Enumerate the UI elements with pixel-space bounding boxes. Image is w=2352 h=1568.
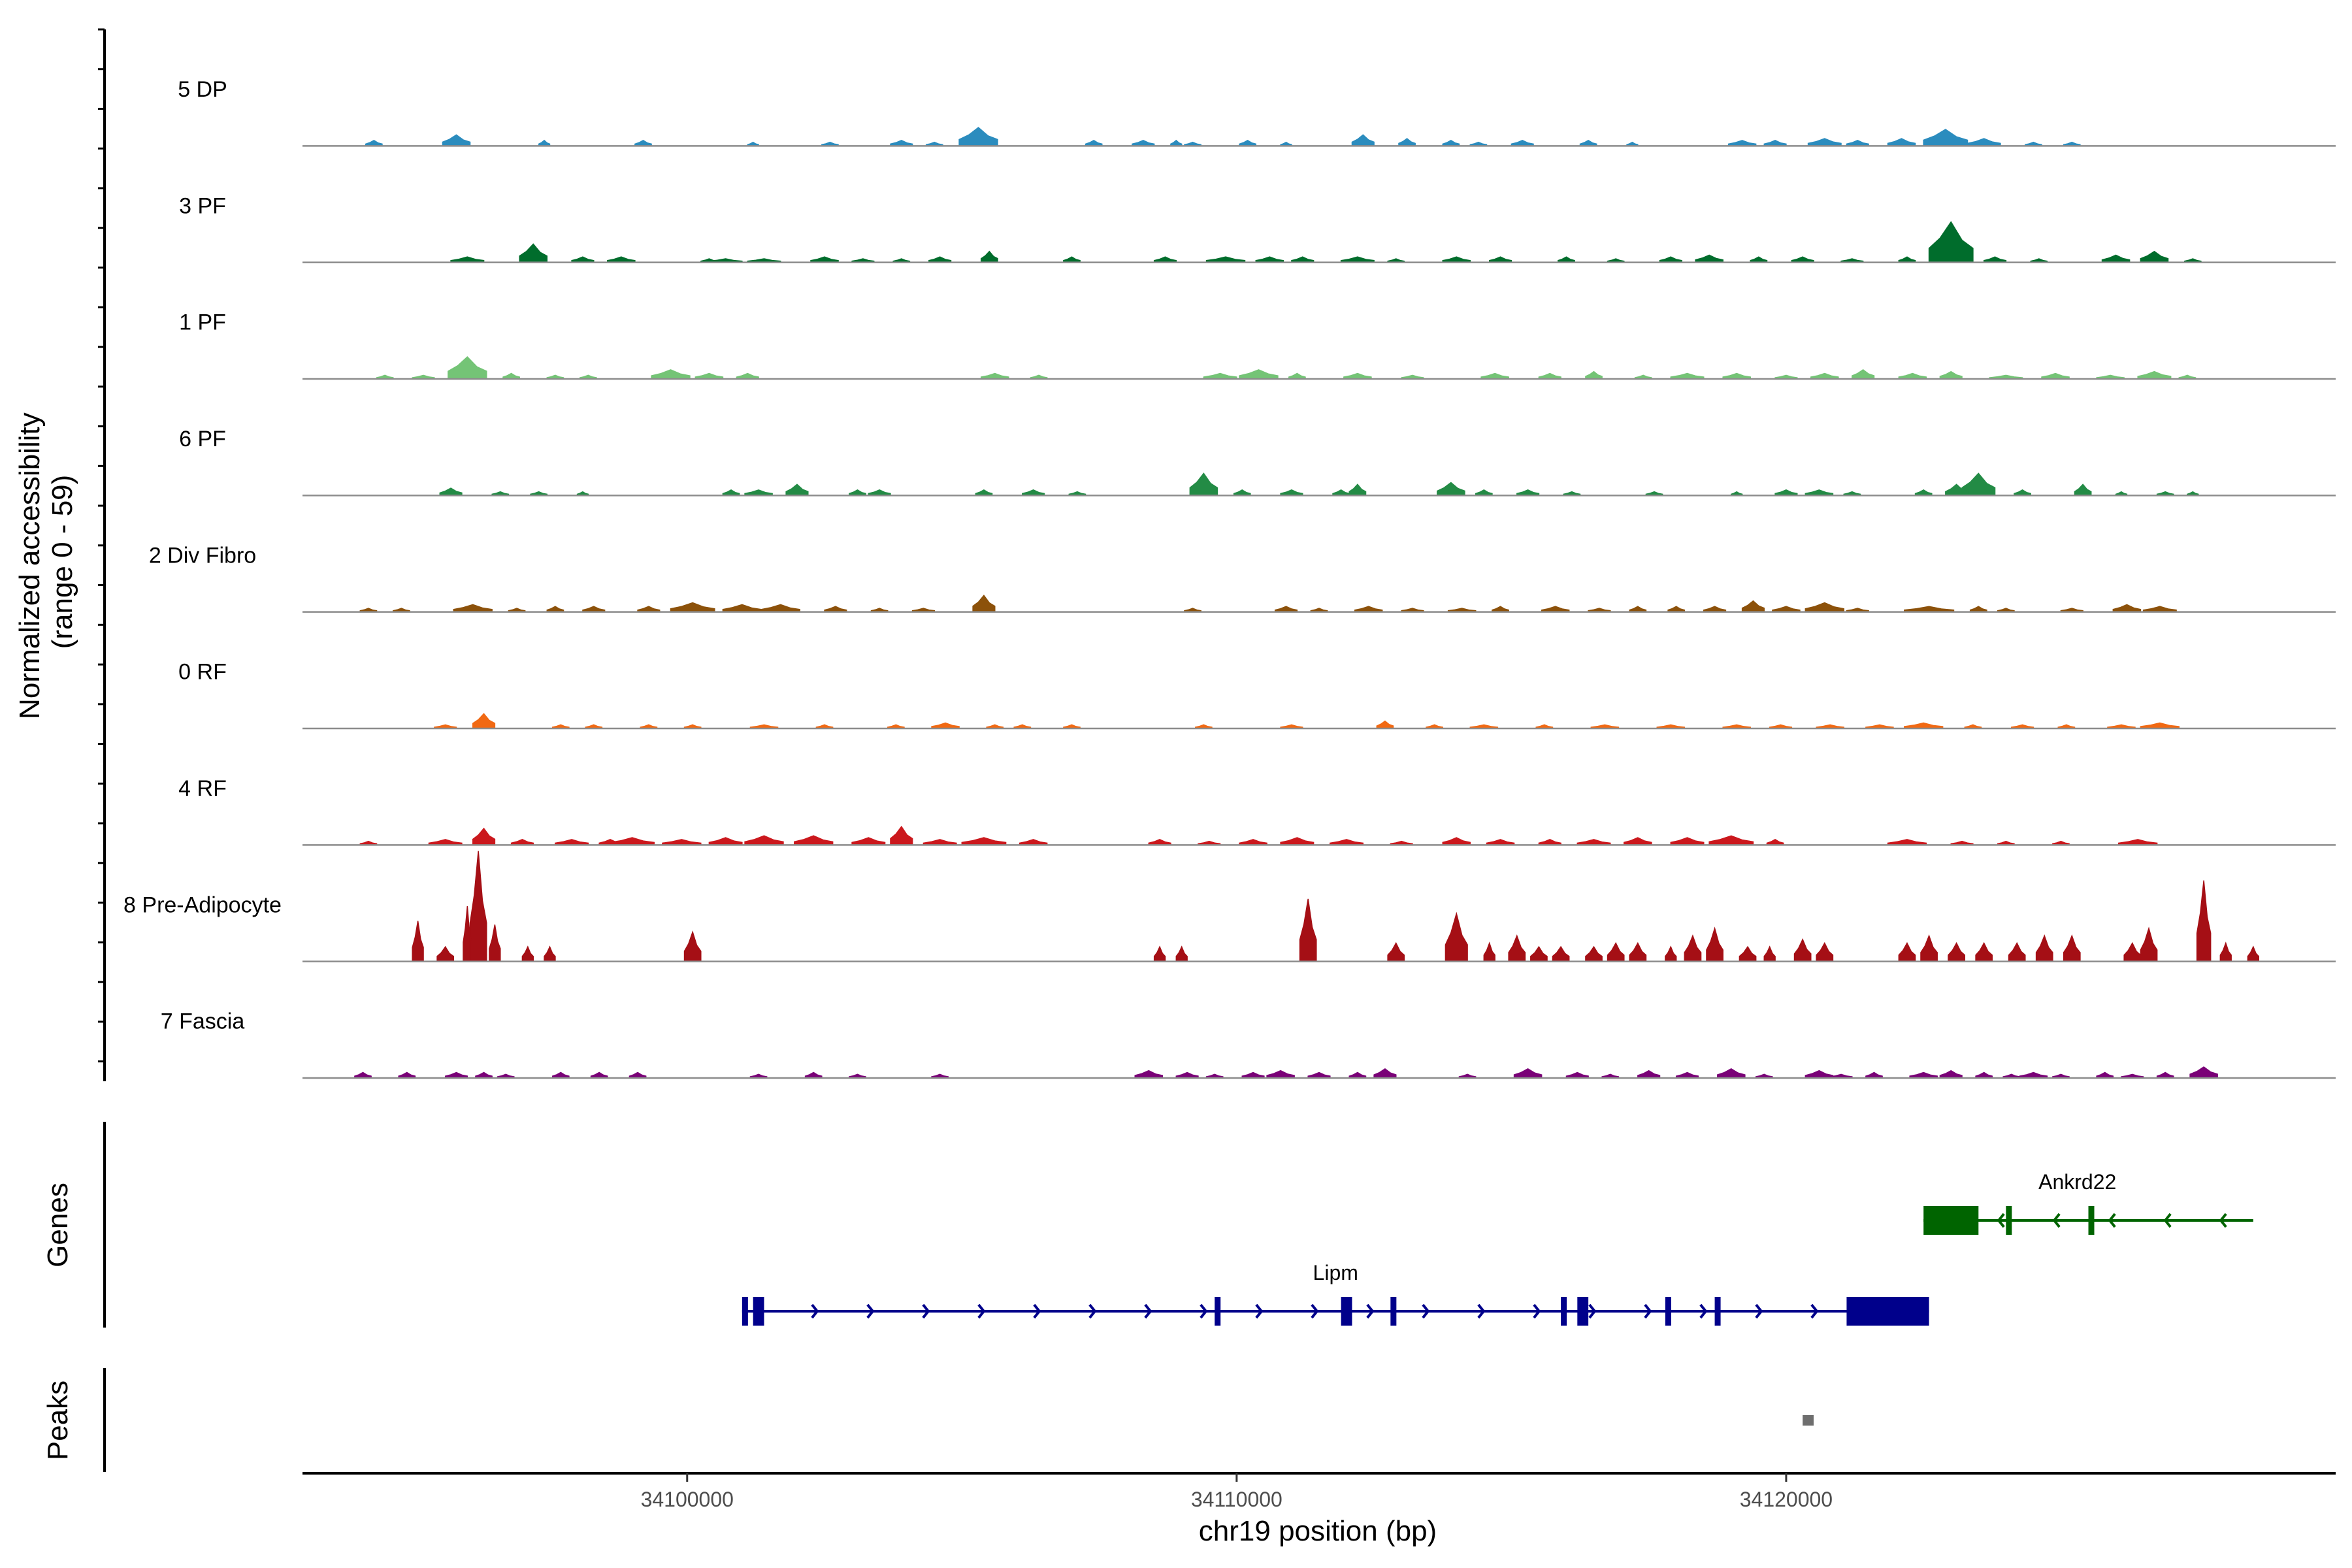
strand-arrow — [2219, 1213, 2227, 1228]
coverage-track: 5 DP — [178, 77, 2336, 147]
track-label: 4 RF — [178, 776, 227, 801]
strand-arrow — [1644, 1303, 1652, 1319]
track-label: 6 PF — [179, 427, 226, 451]
gene-exon — [742, 1297, 748, 1326]
coverage-track: 2 Div Fibro — [149, 543, 2336, 613]
coverage-area — [302, 713, 2253, 729]
strand-arrow — [2163, 1213, 2172, 1228]
peaks-axis-title: Peaks — [42, 1380, 74, 1460]
coverage-area — [302, 221, 2253, 263]
track-label: 3 PF — [179, 193, 226, 218]
gene-exon — [1923, 1206, 1979, 1235]
gene-name-label: Lipm — [1313, 1261, 1358, 1284]
strand-arrow — [1311, 1303, 1319, 1319]
coverage-track: 0 RF — [178, 660, 2336, 730]
gene-name-label: Ankrd22 — [2038, 1170, 2116, 1194]
gene-exon — [1390, 1297, 1397, 1326]
gene-exon — [1577, 1297, 1589, 1326]
strand-arrow — [1033, 1303, 1041, 1319]
strand-arrow — [1144, 1303, 1152, 1319]
strand-arrow — [2108, 1213, 2116, 1228]
gene-models: Lipm Ankrd22 — [742, 1170, 2253, 1326]
strand-arrow — [1699, 1303, 1708, 1319]
strand-arrow — [1255, 1303, 1264, 1319]
gene-exon — [2088, 1206, 2095, 1235]
coverage-track: 8 Pre-Adipocyte — [123, 851, 2336, 962]
gene-exon — [1665, 1297, 1671, 1326]
coverage-track: 3 PF — [179, 193, 2336, 263]
strand-arrow — [1366, 1303, 1375, 1319]
coverage-tracks: 5 DP 3 PF 1 PF 6 PF 2 Div Fibro 0 RF 4 RF 8 Pre… — [123, 77, 2336, 1079]
strand-arrow — [922, 1303, 930, 1319]
x-tick-label: 34110000 — [1191, 1488, 1282, 1511]
strand-arrow — [1422, 1303, 1430, 1319]
coverage-track: 4 RF — [178, 776, 2336, 846]
track-label: 8 Pre-Adipocyte — [123, 892, 282, 917]
genes-axis-title: Genes — [42, 1183, 74, 1267]
strand-arrow — [1088, 1303, 1097, 1319]
peak-regions — [1803, 1415, 1814, 1426]
coverage-area — [302, 1066, 2253, 1079]
strand-arrow — [1588, 1303, 1597, 1319]
coverage-track: 1 PF — [179, 310, 2336, 380]
track-label: 7 Fascia — [161, 1009, 245, 1034]
x-axis-title: chr19 position (bp) — [1199, 1515, 1437, 1547]
gene-model: Lipm — [742, 1261, 1929, 1326]
coverage-area — [302, 825, 2253, 846]
coverage-y-axis-title: Normalized accessibility (range 0 - 59) — [14, 404, 78, 719]
coverage-track: 6 PF — [179, 427, 2336, 497]
strand-arrow — [1533, 1303, 1541, 1319]
coverage-area — [302, 595, 2253, 613]
coverage-area — [302, 851, 2259, 962]
x-tick-label: 34120000 — [1740, 1488, 1833, 1511]
strand-arrow — [866, 1303, 875, 1319]
gene-exon — [1846, 1297, 1929, 1326]
strand-arrow — [2052, 1213, 2061, 1228]
gene-exon — [1561, 1297, 1567, 1326]
x-tick-label: 34100000 — [641, 1488, 734, 1511]
strand-arrow — [1477, 1303, 1486, 1319]
peak-region — [1803, 1415, 1814, 1426]
gene-exon — [753, 1297, 764, 1326]
gene-exon — [1341, 1297, 1352, 1326]
gene-model: Ankrd22 — [1923, 1170, 2253, 1235]
coverage-area — [302, 472, 2253, 497]
gene-exon — [2006, 1206, 2012, 1235]
track-label: 2 Div Fibro — [149, 543, 256, 568]
coverage-track: 7 Fascia — [161, 1009, 2336, 1079]
strand-arrow — [1810, 1303, 1819, 1319]
x-ticks: 34100000 34110000 34120000 — [641, 1473, 1833, 1511]
strand-arrow — [1200, 1303, 1208, 1319]
strand-arrow — [811, 1303, 819, 1319]
track-label: 5 DP — [178, 77, 227, 102]
track-label: 0 RF — [178, 660, 227, 685]
strand-arrow — [977, 1303, 986, 1319]
strand-arrow — [1755, 1303, 1763, 1319]
coverage-area — [302, 127, 2253, 147]
strand-arrow — [1997, 1213, 2005, 1228]
gene-exon — [1215, 1297, 1221, 1326]
track-label: 1 PF — [179, 310, 226, 335]
coverage-area — [302, 356, 2253, 380]
coverage-y-ticks — [98, 28, 105, 1063]
gene-exon — [1714, 1297, 1721, 1326]
